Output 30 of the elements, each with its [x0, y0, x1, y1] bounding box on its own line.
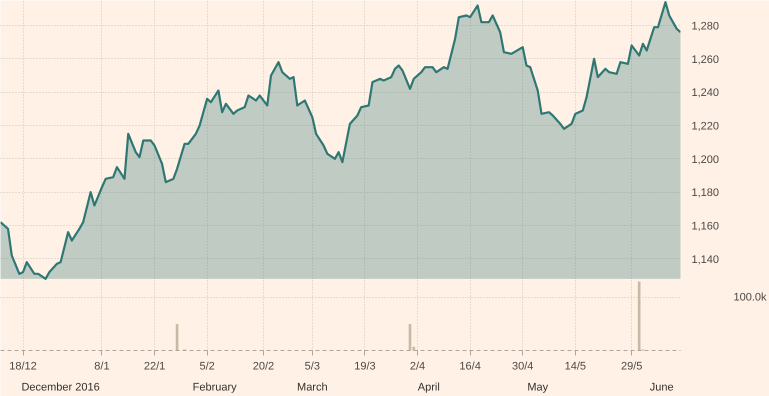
y-tick-label: 1,260	[692, 54, 720, 66]
y-tick-label: 1,240	[692, 87, 720, 100]
x-tick-label: 19/3	[354, 360, 376, 372]
y-tick-label: 1,160	[692, 220, 720, 232]
bar	[176, 324, 178, 350]
x-tick-label: 22/1	[144, 360, 166, 372]
x2-tick-label: March	[297, 382, 328, 394]
x-tick-label: 16/4	[459, 360, 481, 372]
x2-tick-label: May	[527, 382, 549, 394]
x-tick-label: 2/4	[410, 360, 426, 372]
x2-tick-label: April	[418, 382, 440, 394]
x-tick-label: 20/2	[252, 360, 274, 372]
y-tick-label: 1,280	[692, 20, 720, 32]
y2-tick-label: 100.0k	[734, 291, 768, 304]
x-tick-label: 14/5	[564, 360, 586, 372]
y-tick-label: 1,180	[692, 187, 720, 200]
x-tick-label: 5/2	[199, 360, 215, 372]
x-tick-label: 18/12	[9, 360, 37, 372]
x-tick-label: 5/3	[304, 360, 320, 372]
x-tick-label: 29/5	[620, 360, 642, 372]
x2-tick-label: December 2016	[21, 382, 100, 394]
y-tick-label: 1,200	[692, 154, 720, 166]
x2-tick-label: February	[192, 382, 238, 394]
y-tick-label: 1,220	[692, 120, 720, 132]
x2-tick-label: June	[650, 382, 674, 394]
bar	[638, 282, 640, 350]
x-tick-label: 8/1	[94, 360, 110, 372]
bar	[408, 324, 412, 350]
x-tick-label: 30/4	[512, 360, 534, 372]
y-tick-label: 1,140	[692, 254, 720, 266]
